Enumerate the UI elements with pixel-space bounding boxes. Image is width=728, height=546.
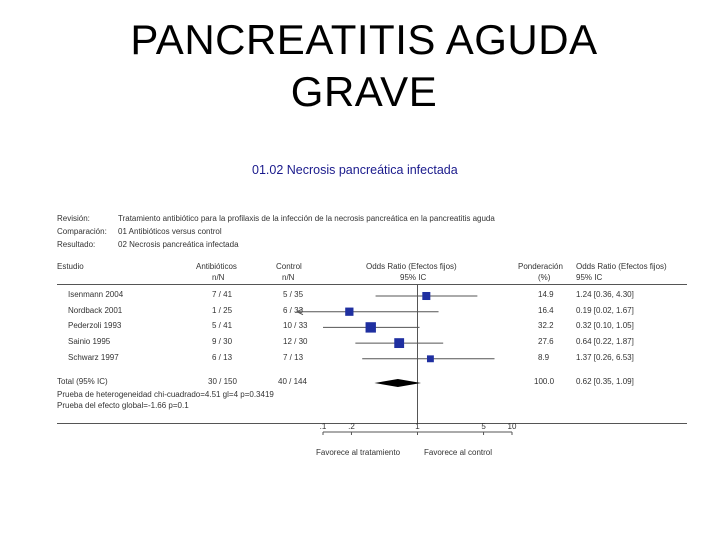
study-name: Isenmann 2004: [68, 290, 124, 299]
header-ponderacion: Ponderación: [518, 262, 563, 271]
header-antibioticos: Antibióticos: [196, 262, 237, 271]
study-name: Schwarz 1997: [68, 352, 119, 362]
resultado-text: 02 Necrosis pancreática infectada: [118, 240, 239, 249]
study-ci: 1.24 [0.36, 4.30]: [576, 290, 634, 299]
study-ctrl: 12 / 30: [283, 337, 308, 347]
study-weight: 16.4: [538, 305, 554, 315]
footer-rule: [57, 423, 687, 424]
overall-effect-test: Prueba del efecto global=-1.66 p=0.1: [57, 401, 189, 410]
header-rule: [57, 284, 687, 285]
study-ctrl: 5 / 35: [283, 290, 304, 299]
x-tick-label: 10: [508, 422, 517, 431]
point-estimate: [426, 355, 434, 363]
study-ctrl: 7 / 13: [283, 352, 304, 362]
revision-label: Revisión:: [57, 214, 90, 223]
comparacion-label: Comparación:: [57, 227, 107, 236]
xlabel-right: Favorece al control: [424, 448, 493, 457]
slide-title: PANCREATITIS AGUDA GRAVE: [0, 14, 728, 118]
plot-title: 01.02 Necrosis pancreática infectada: [252, 163, 458, 177]
xlabel-left: Favorece al tratamiento: [316, 448, 401, 457]
heterogeneity-test: Prueba de heterogeneidad chi-cuadrado=4.…: [57, 390, 274, 399]
study-weight: 27.6: [538, 337, 554, 347]
study-treat: 5 / 41: [212, 321, 233, 331]
study-weight: 8.9: [538, 352, 550, 362]
total-diamond: [374, 379, 422, 387]
header-or-text-sub: 95% IC: [576, 273, 603, 282]
header-antibioticos-sub: n/N: [212, 273, 225, 282]
ci-arrow: [295, 308, 304, 316]
study-ci: 0.19 [0.02, 1.67]: [576, 305, 634, 315]
study-name: Nordback 2001: [68, 305, 123, 315]
header-control-sub: n/N: [282, 273, 295, 282]
study-ci: 1.37 [0.26, 6.53]: [576, 352, 634, 362]
x-tick-label: .1: [320, 422, 327, 431]
x-tick-label: 5: [481, 422, 486, 431]
point-estimate: [345, 307, 354, 316]
study-weight: 32.2: [538, 321, 554, 331]
point-estimate: [365, 322, 376, 333]
header-estudio: Estudio: [57, 262, 84, 271]
header-or-plot: Odds Ratio (Efectos fijos): [366, 262, 457, 271]
comparacion-text: 01 Antibióticos versus control: [118, 227, 222, 236]
slide-title-line1: PANCREATITIS AGUDA: [130, 16, 598, 63]
x-tick-label: .2: [348, 422, 355, 431]
total-treat: 30 / 150: [208, 377, 237, 386]
study-ctrl: 10 / 33: [283, 321, 308, 331]
study-ci: 0.64 [0.22, 1.87]: [576, 337, 634, 347]
study-ctrl: 6 / 33: [283, 305, 304, 315]
study-treat: 9 / 30: [212, 337, 233, 347]
x-tick-label: 1: [415, 422, 420, 431]
revision-text: Tratamiento antibiótico para la profilax…: [118, 214, 495, 223]
total-name: Total (95% IC): [57, 377, 108, 386]
total-weight: 100.0: [534, 377, 555, 386]
header-control: Control: [276, 262, 302, 271]
study-name: Pederzoli 1993: [68, 321, 122, 331]
slide-title-line2: GRAVE: [290, 68, 438, 115]
point-estimate: [422, 291, 431, 301]
header-ponderacion-sub: (%): [538, 273, 551, 282]
study-treat: 6 / 13: [212, 352, 233, 362]
total-ci: 0.62 [0.35, 1.09]: [576, 377, 634, 386]
study-treat: 1 / 25: [212, 305, 233, 315]
header-or-plot-sub: 95% IC: [400, 273, 427, 282]
study-treat: 7 / 41: [212, 290, 233, 299]
resultado-label: Resultado:: [57, 240, 96, 249]
total-ctrl: 40 / 144: [278, 377, 307, 386]
point-estimate: [394, 338, 405, 349]
header-or-text: Odds Ratio (Efectos fijos): [576, 262, 667, 271]
study-ci: 0.32 [0.10, 1.05]: [576, 321, 634, 331]
study-name: Sainio 1995: [68, 337, 111, 347]
study-weight: 14.9: [538, 290, 554, 299]
